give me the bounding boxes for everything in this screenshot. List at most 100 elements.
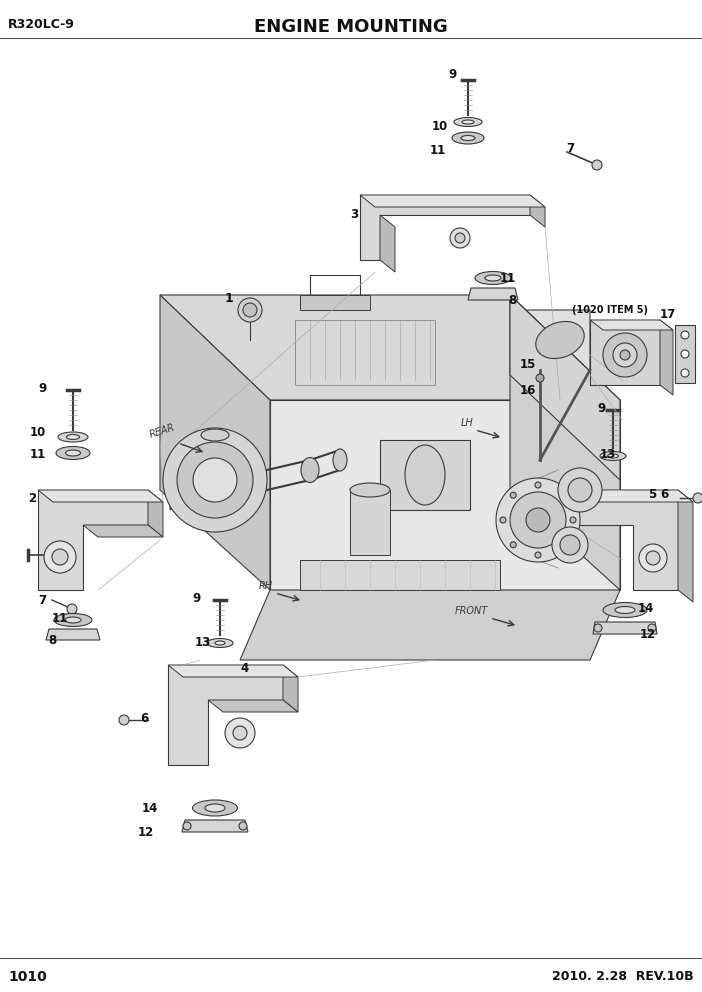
Circle shape bbox=[613, 343, 637, 367]
Ellipse shape bbox=[600, 451, 626, 460]
Text: 5: 5 bbox=[648, 488, 656, 502]
Ellipse shape bbox=[205, 804, 225, 812]
Ellipse shape bbox=[54, 613, 92, 627]
Polygon shape bbox=[380, 215, 395, 272]
Ellipse shape bbox=[350, 483, 390, 497]
Circle shape bbox=[559, 492, 566, 498]
Text: 1: 1 bbox=[225, 292, 234, 305]
Text: 16: 16 bbox=[520, 384, 536, 397]
Polygon shape bbox=[300, 560, 500, 590]
Polygon shape bbox=[510, 295, 620, 480]
Polygon shape bbox=[350, 490, 390, 555]
Ellipse shape bbox=[475, 272, 511, 285]
Circle shape bbox=[552, 527, 588, 563]
Circle shape bbox=[450, 228, 470, 248]
Circle shape bbox=[119, 715, 129, 725]
Text: 11: 11 bbox=[30, 448, 46, 461]
Circle shape bbox=[225, 718, 255, 748]
Circle shape bbox=[681, 331, 689, 339]
Circle shape bbox=[681, 369, 689, 377]
Text: 9: 9 bbox=[597, 402, 605, 415]
Polygon shape bbox=[360, 195, 530, 260]
Ellipse shape bbox=[405, 445, 445, 505]
Text: 17: 17 bbox=[660, 309, 676, 321]
Text: R320LC-9: R320LC-9 bbox=[8, 18, 75, 31]
Text: 13: 13 bbox=[600, 448, 616, 461]
Ellipse shape bbox=[56, 446, 90, 459]
Polygon shape bbox=[240, 590, 620, 660]
Polygon shape bbox=[468, 288, 518, 300]
Polygon shape bbox=[678, 490, 693, 602]
Text: 13: 13 bbox=[195, 637, 211, 650]
Circle shape bbox=[500, 517, 506, 523]
Text: 15: 15 bbox=[520, 358, 536, 371]
Ellipse shape bbox=[485, 275, 501, 281]
Polygon shape bbox=[590, 320, 660, 385]
Text: 4: 4 bbox=[240, 662, 249, 675]
Polygon shape bbox=[160, 295, 270, 590]
Ellipse shape bbox=[65, 450, 81, 456]
Polygon shape bbox=[593, 622, 657, 634]
Circle shape bbox=[238, 298, 262, 322]
Text: 11: 11 bbox=[52, 611, 68, 625]
Text: 7: 7 bbox=[38, 593, 46, 606]
Polygon shape bbox=[270, 400, 620, 590]
Circle shape bbox=[648, 624, 656, 632]
Polygon shape bbox=[208, 700, 298, 712]
Polygon shape bbox=[182, 820, 248, 832]
Text: 12: 12 bbox=[640, 629, 656, 642]
Ellipse shape bbox=[215, 641, 225, 645]
Circle shape bbox=[535, 552, 541, 558]
Ellipse shape bbox=[207, 639, 233, 648]
Ellipse shape bbox=[65, 617, 81, 623]
Polygon shape bbox=[568, 490, 693, 502]
Text: 2010. 2.28  REV.10B: 2010. 2.28 REV.10B bbox=[552, 970, 694, 983]
Ellipse shape bbox=[454, 117, 482, 127]
Polygon shape bbox=[530, 195, 545, 227]
Text: 8: 8 bbox=[508, 294, 516, 307]
Ellipse shape bbox=[301, 457, 319, 482]
Ellipse shape bbox=[462, 120, 474, 124]
Circle shape bbox=[496, 478, 580, 562]
Circle shape bbox=[510, 492, 566, 548]
Circle shape bbox=[510, 492, 516, 498]
Text: 9: 9 bbox=[448, 68, 456, 81]
Polygon shape bbox=[168, 665, 283, 765]
Text: (1020 ITEM 5): (1020 ITEM 5) bbox=[572, 305, 648, 315]
Text: 14: 14 bbox=[142, 802, 159, 814]
Ellipse shape bbox=[603, 602, 647, 617]
Ellipse shape bbox=[67, 434, 79, 439]
Circle shape bbox=[536, 374, 544, 382]
Circle shape bbox=[594, 624, 602, 632]
Text: 8: 8 bbox=[48, 634, 56, 647]
Text: 12: 12 bbox=[138, 825, 154, 838]
Ellipse shape bbox=[452, 132, 484, 144]
Text: 1010: 1010 bbox=[8, 970, 47, 984]
Circle shape bbox=[243, 303, 257, 317]
Circle shape bbox=[67, 604, 77, 614]
Text: LH: LH bbox=[461, 418, 473, 428]
Ellipse shape bbox=[333, 449, 347, 471]
Polygon shape bbox=[675, 325, 695, 383]
Text: 11: 11 bbox=[500, 272, 516, 285]
Text: 10: 10 bbox=[432, 119, 449, 133]
Polygon shape bbox=[168, 665, 298, 677]
Circle shape bbox=[52, 549, 68, 565]
Text: RH: RH bbox=[259, 581, 273, 591]
Polygon shape bbox=[283, 665, 298, 712]
Circle shape bbox=[455, 233, 465, 243]
Circle shape bbox=[639, 544, 667, 572]
Text: 3: 3 bbox=[350, 208, 358, 221]
Polygon shape bbox=[83, 525, 163, 537]
Polygon shape bbox=[38, 490, 148, 590]
Ellipse shape bbox=[58, 432, 88, 442]
Circle shape bbox=[570, 517, 576, 523]
Ellipse shape bbox=[607, 454, 618, 458]
Text: ENGINE MOUNTING: ENGINE MOUNTING bbox=[254, 18, 448, 36]
Circle shape bbox=[44, 541, 76, 573]
Circle shape bbox=[233, 726, 247, 740]
Circle shape bbox=[177, 442, 253, 518]
Text: 10: 10 bbox=[30, 426, 46, 438]
Circle shape bbox=[559, 542, 566, 548]
Text: REAR: REAR bbox=[148, 423, 176, 440]
